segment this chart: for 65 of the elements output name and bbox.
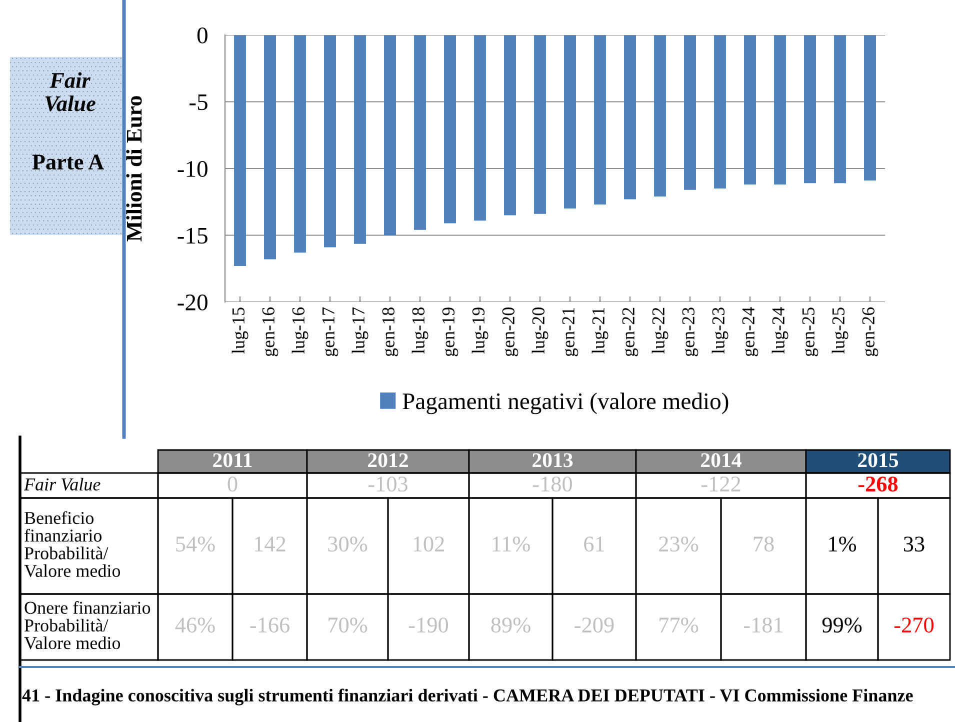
y-tick-label: -15 <box>178 228 208 244</box>
text: 2011 <box>213 453 252 468</box>
y-axis-title: Milioni di Euro <box>126 96 142 242</box>
text: 11% <box>492 536 530 552</box>
text: 2015 <box>858 453 898 468</box>
text: Fair Value <box>45 72 96 112</box>
text: 78 <box>754 536 774 552</box>
x-tick-label: gen-23 <box>682 308 698 356</box>
y-tick-label: -5 <box>190 94 208 110</box>
x-tick-label: lug-25 <box>832 308 848 354</box>
text: 99% <box>822 618 862 633</box>
x-tick-label: lug-19 <box>472 308 488 354</box>
x-tick-label: lug-18 <box>412 308 428 354</box>
text: 30% <box>328 536 368 552</box>
x-tick-label: lug-15 <box>232 308 248 354</box>
text: 1% <box>829 536 856 552</box>
x-tick-label: lug-24 <box>772 307 788 354</box>
text: 23% <box>659 536 698 552</box>
text: 70% <box>328 618 368 633</box>
text: -122 <box>701 476 740 492</box>
text: 61 <box>584 536 604 552</box>
text: 0 <box>228 476 238 492</box>
x-tick-label: gen-19 <box>442 308 458 356</box>
legend-label: Pagamenti negativi (valore medio) <box>402 392 728 414</box>
x-tick-label: gen-18 <box>382 308 398 356</box>
text: -166 <box>250 618 290 633</box>
text: 142 <box>255 536 286 552</box>
text: 89% <box>491 618 530 633</box>
x-tick-label: gen-17 <box>322 307 338 356</box>
text: 77% <box>660 618 698 633</box>
text: -103 <box>368 476 408 492</box>
x-tick-label: gen-24 <box>742 307 758 356</box>
x-tick-label: gen-22 <box>622 308 638 356</box>
text: 41 - Indagine conoscitiva sugli strumenti finanziari derivati - CAMERA DEI DEPUTATI - VI Commissione Finanze <box>22 688 913 706</box>
text: -190 <box>408 618 448 633</box>
x-tick-label: gen-21 <box>562 308 578 356</box>
text: -268 <box>858 476 898 492</box>
text: 102 <box>414 536 444 552</box>
text: Beneficio finanziario Probabilità/ Valore medio <box>24 511 120 578</box>
y-tick-label: -10 <box>178 160 208 177</box>
y-tick-label: 0 <box>197 27 208 44</box>
y-tick-label: -20 <box>178 294 208 310</box>
text: 33 <box>904 536 924 552</box>
text: 2013 <box>532 453 573 468</box>
text: 2012 <box>368 453 408 468</box>
text: -180 <box>532 476 572 492</box>
x-tick-label: lug-20 <box>532 308 548 354</box>
text: Parte A <box>32 154 104 170</box>
text: -209 <box>574 618 614 633</box>
x-tick-label: gen-16 <box>262 307 278 356</box>
text: -181 <box>744 618 783 633</box>
x-tick-label: lug-17 <box>352 307 368 354</box>
text: 2014 <box>701 453 742 468</box>
x-tick-label: lug-21 <box>592 308 608 354</box>
text: -270 <box>894 618 934 633</box>
text: Fair Value <box>24 478 100 491</box>
x-tick-label: gen-26 <box>862 307 878 356</box>
text: 46% <box>175 618 215 633</box>
x-tick-label: lug-16 <box>292 307 308 354</box>
text: 54% <box>176 536 215 552</box>
x-tick-label: gen-25 <box>802 308 818 356</box>
x-tick-label: lug-22 <box>652 308 668 354</box>
x-tick-label: lug-23 <box>712 308 728 354</box>
x-tick-label: gen-20 <box>502 308 518 356</box>
text: Onere finanziario Probabilità/ Valore medio <box>24 601 150 650</box>
